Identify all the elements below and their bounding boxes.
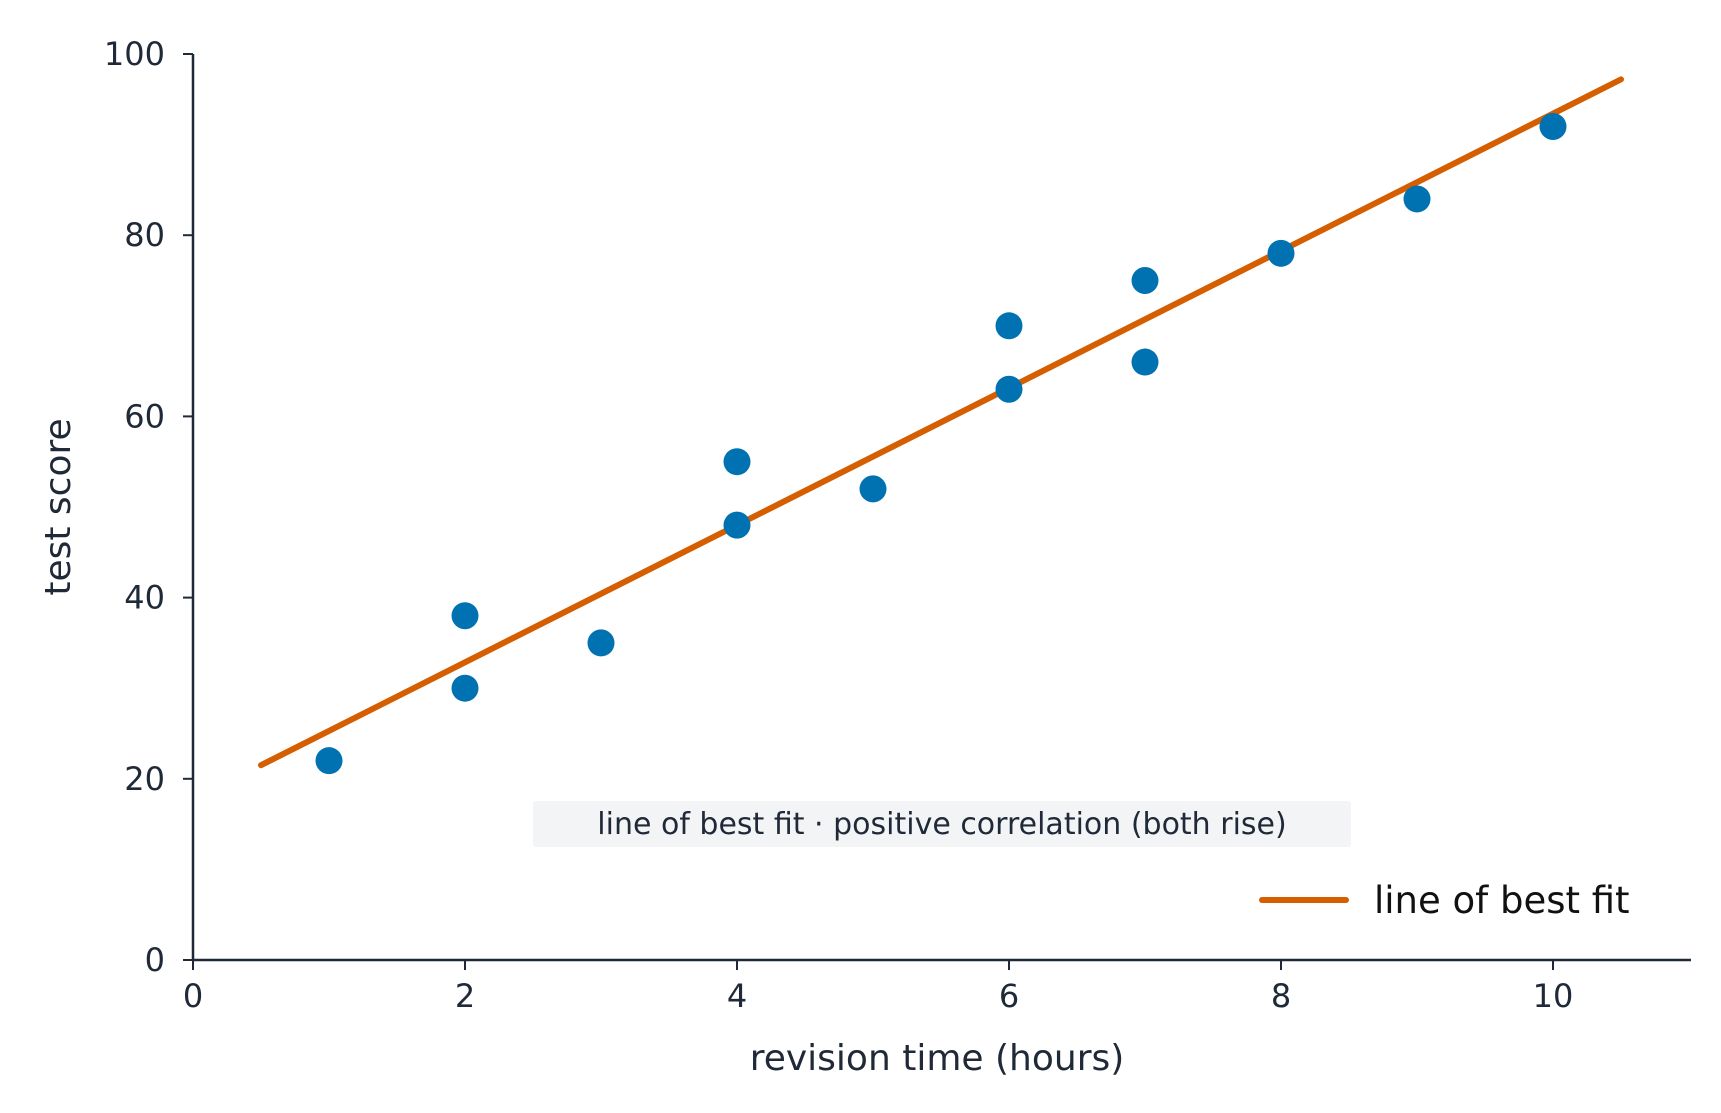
x-tick-label: 8 — [1271, 977, 1291, 1015]
y-tick-label: 0 — [145, 941, 165, 979]
x-axis-label: revision time (hours) — [750, 1038, 1125, 1079]
data-point — [451, 674, 479, 702]
legend: line of best fit — [1259, 879, 1630, 922]
data-point — [1131, 348, 1159, 376]
y-tick-label: 80 — [124, 216, 165, 254]
data-point — [995, 375, 1023, 403]
annotation: line of best fit · positive correlation … — [597, 807, 1286, 842]
fit-line — [258, 76, 1624, 769]
axes — [191, 54, 1691, 962]
data-point — [1267, 239, 1295, 267]
data-point — [1131, 267, 1159, 294]
x-tick-label: 0 — [183, 977, 203, 1015]
data-point — [587, 629, 615, 657]
legend-label: line of best fit — [1374, 879, 1630, 922]
x-tick-label: 4 — [727, 977, 747, 1015]
data-point — [451, 602, 479, 630]
data-point — [1539, 112, 1567, 140]
y-axis-label: test score — [38, 418, 79, 595]
y-tick-label: 100 — [104, 35, 165, 73]
fit-line-group — [258, 76, 1624, 769]
y-tick-label: 60 — [124, 397, 165, 435]
data-point — [315, 747, 343, 775]
annotation-background — [533, 801, 1351, 847]
data-point — [995, 312, 1023, 340]
data-point — [1403, 185, 1431, 213]
y-tick-label: 40 — [124, 579, 165, 617]
x-tick-label: 2 — [455, 977, 475, 1015]
data-points — [315, 112, 1567, 775]
data-point — [723, 511, 751, 539]
x-tick-label: 6 — [999, 977, 1019, 1015]
x-tick-label: 10 — [1533, 977, 1574, 1015]
data-point — [859, 475, 887, 503]
y-tick-label: 20 — [124, 760, 165, 798]
data-point — [723, 448, 751, 476]
